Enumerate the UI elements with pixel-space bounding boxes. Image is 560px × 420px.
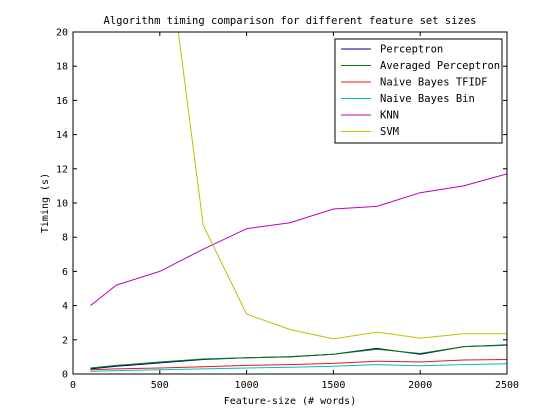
series-line-naive-bayes-tfidf xyxy=(90,359,507,371)
x-tick-label: 2500 xyxy=(495,380,519,391)
series-line-naive-bayes-bin xyxy=(90,363,507,372)
x-axis-label: Feature-size (# words) xyxy=(224,396,356,407)
chart-title: Algorithm timing comparison for differen… xyxy=(104,15,477,27)
y-tick-label: 10 xyxy=(56,199,68,210)
y-tick-label: 4 xyxy=(62,301,68,312)
legend-label-perceptron: Perceptron xyxy=(380,44,443,56)
y-tick-label: 14 xyxy=(56,130,68,141)
legend: Perceptron Averaged Perceptron Naive Bayes… xyxy=(334,38,503,144)
series-lines xyxy=(90,32,507,372)
legend-label-averaged-perceptron: Averaged Perceptron xyxy=(380,60,500,72)
y-tick-label: 0 xyxy=(62,370,68,381)
legend-label-svm: SVM xyxy=(380,126,399,138)
x-tick-label: 2000 xyxy=(408,380,432,391)
x-tick-label: 0 xyxy=(70,380,76,391)
series-line-svm xyxy=(177,32,507,340)
series-line-knn xyxy=(90,173,507,306)
plot-frame xyxy=(72,31,508,375)
y-tick-label: 20 xyxy=(56,28,68,39)
x-tick-label: 500 xyxy=(151,380,169,391)
y-tick-label: 16 xyxy=(56,96,68,107)
x-tick-label: 1500 xyxy=(321,380,345,391)
y-tick-label: 18 xyxy=(56,62,68,73)
x-tick-label: 1000 xyxy=(235,380,259,391)
legend-box xyxy=(334,38,503,144)
series-line-averaged-perceptron xyxy=(90,344,507,369)
axis-ticks: 0 500 1000 1500 2000 2500 0 2 4 6 8 10 12 14 16 18 20 xyxy=(56,28,519,392)
legend-label-naive-bayes-bin: Naive Bayes Bin xyxy=(380,93,475,105)
y-tick-label: 2 xyxy=(62,335,68,346)
legend-label-naive-bayes-tfidf: Naive Bayes TFIDF xyxy=(380,77,487,89)
y-tick-label: 6 xyxy=(62,267,68,278)
y-axis-label: Timing (s) xyxy=(40,173,51,233)
legend-label-knn: KNN xyxy=(380,110,399,122)
y-tick-label: 12 xyxy=(56,164,68,175)
y-tick-label: 8 xyxy=(62,233,68,244)
